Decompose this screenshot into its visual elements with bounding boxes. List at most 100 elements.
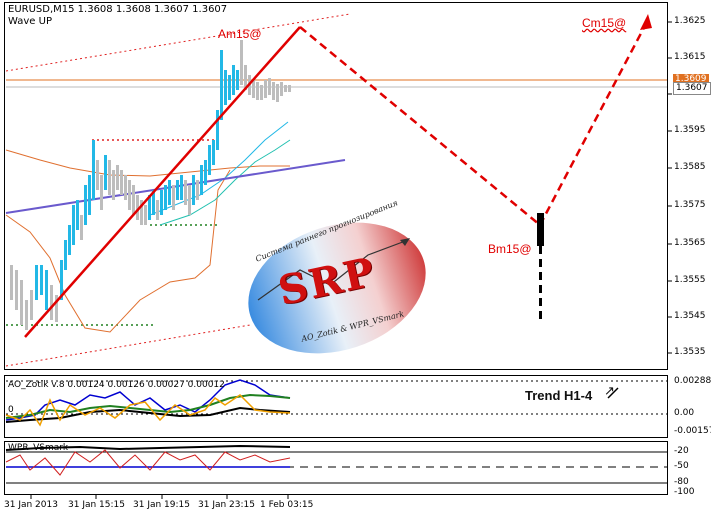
price-bar (180, 175, 183, 200)
price-bar (140, 200, 143, 225)
envelope-upper (5, 149, 290, 177)
price-bar (288, 85, 291, 92)
price-bar (96, 160, 99, 190)
price-bar (104, 155, 107, 190)
price-bar (148, 195, 151, 220)
price-level: 1.3535 (674, 347, 706, 357)
wpr-level: -80 (674, 477, 689, 487)
price-bar (80, 215, 83, 240)
price-bar (132, 185, 135, 215)
srp-logo (248, 222, 426, 354)
price-bar (244, 65, 247, 90)
price-bar (50, 285, 53, 320)
wpr-level: -50 (674, 461, 689, 471)
price-bar (124, 175, 127, 200)
price-bar (284, 85, 287, 92)
time-label: 1 Feb 03:15 (260, 500, 314, 510)
wave-b-line (299, 26, 541, 226)
price-bar (204, 160, 207, 185)
price-bar (40, 265, 43, 295)
price-bar (260, 85, 263, 100)
wpr-level: -20 (674, 446, 689, 456)
price-bar (100, 175, 103, 210)
price-level: 1.3615 (674, 52, 706, 62)
price-bar (200, 165, 203, 195)
ao-green-line (5, 393, 291, 419)
price-ticks (668, 21, 672, 354)
price-bar (228, 75, 231, 100)
price-bar (152, 190, 155, 215)
price-bar (276, 84, 279, 102)
price-bar (220, 50, 223, 120)
price-bar (84, 185, 87, 225)
chart-header: EURUSD,M15 1.3608 1.3608 1.3607 1.3607 (8, 4, 228, 15)
time-label: 31 Jan 2013 (4, 500, 58, 510)
trend-arrow-icon: ↗ (604, 383, 615, 398)
time-label: 31 Jan 23:15 (198, 500, 255, 510)
ao-blue-line (5, 379, 291, 421)
price-bar (15, 270, 18, 310)
price-level: 1.3575 (674, 200, 706, 210)
price-level: 1.3625 (674, 16, 706, 26)
wave-label-c: Cm15@ (582, 16, 627, 30)
price-bar (88, 175, 91, 215)
trend-line (5, 159, 346, 214)
wave-label-a: Am15@ (218, 27, 262, 41)
price-bar (108, 160, 111, 195)
price-bar (168, 180, 171, 205)
price-bar (252, 80, 255, 98)
price-bar (76, 200, 79, 230)
price-bar (10, 265, 13, 300)
price-bar (112, 170, 115, 200)
trend-arrow-line (607, 387, 619, 399)
time-label: 31 Jan 15:15 (68, 500, 125, 510)
price-bar (184, 180, 187, 205)
wpr-level: -100 (674, 487, 695, 497)
wpr-panel-border (4, 441, 668, 495)
price-bar (136, 195, 139, 220)
ao-level: 0.00288 (674, 376, 711, 386)
price-bar (120, 170, 123, 195)
price-bar (25, 300, 28, 330)
price-level: 1.3585 (674, 162, 706, 172)
price-bar (192, 175, 195, 205)
price-bar (264, 80, 267, 98)
price-bar (208, 145, 211, 175)
price-bar (268, 78, 271, 95)
price-bar (240, 40, 243, 85)
wpr-header: WPR_VSmark (8, 443, 69, 453)
wave-b-bar (537, 213, 544, 246)
price-bar (30, 290, 33, 320)
wpr-black-line (5, 444, 291, 451)
ao-black-line (5, 406, 291, 423)
orange-price-box: 1.3609 (673, 74, 709, 85)
price-bar (55, 295, 58, 322)
price-bar (144, 205, 147, 225)
price-bar (236, 70, 239, 90)
price-level: 1.3555 (674, 275, 706, 285)
price-bar (280, 82, 283, 96)
wave-a-line (24, 26, 301, 338)
channel-lower (5, 324, 251, 367)
ao-panel-border (4, 375, 668, 438)
price-level: 1.3565 (674, 238, 706, 248)
price-bar (196, 180, 199, 200)
trend-label: Trend H1-4 (525, 388, 593, 403)
price-bar (128, 180, 131, 210)
price-bar (160, 190, 163, 215)
price-bar (156, 200, 159, 220)
price-bar (216, 110, 219, 150)
ao-zero-label: 0 (8, 405, 14, 415)
price-bar (20, 280, 23, 325)
wave-label-b: Bm15@ (488, 242, 532, 256)
envelope-lower (5, 169, 231, 333)
ao-header: AO_Zotik v.8 0.00124 0.00126 0.00027 0.0… (8, 380, 225, 390)
price-bar (64, 240, 67, 270)
price-bars (10, 40, 291, 330)
indicator-name: Wave UP (8, 16, 52, 27)
time-ticks (30, 495, 289, 499)
price-bar (164, 185, 167, 210)
main-panel-border (4, 2, 668, 370)
